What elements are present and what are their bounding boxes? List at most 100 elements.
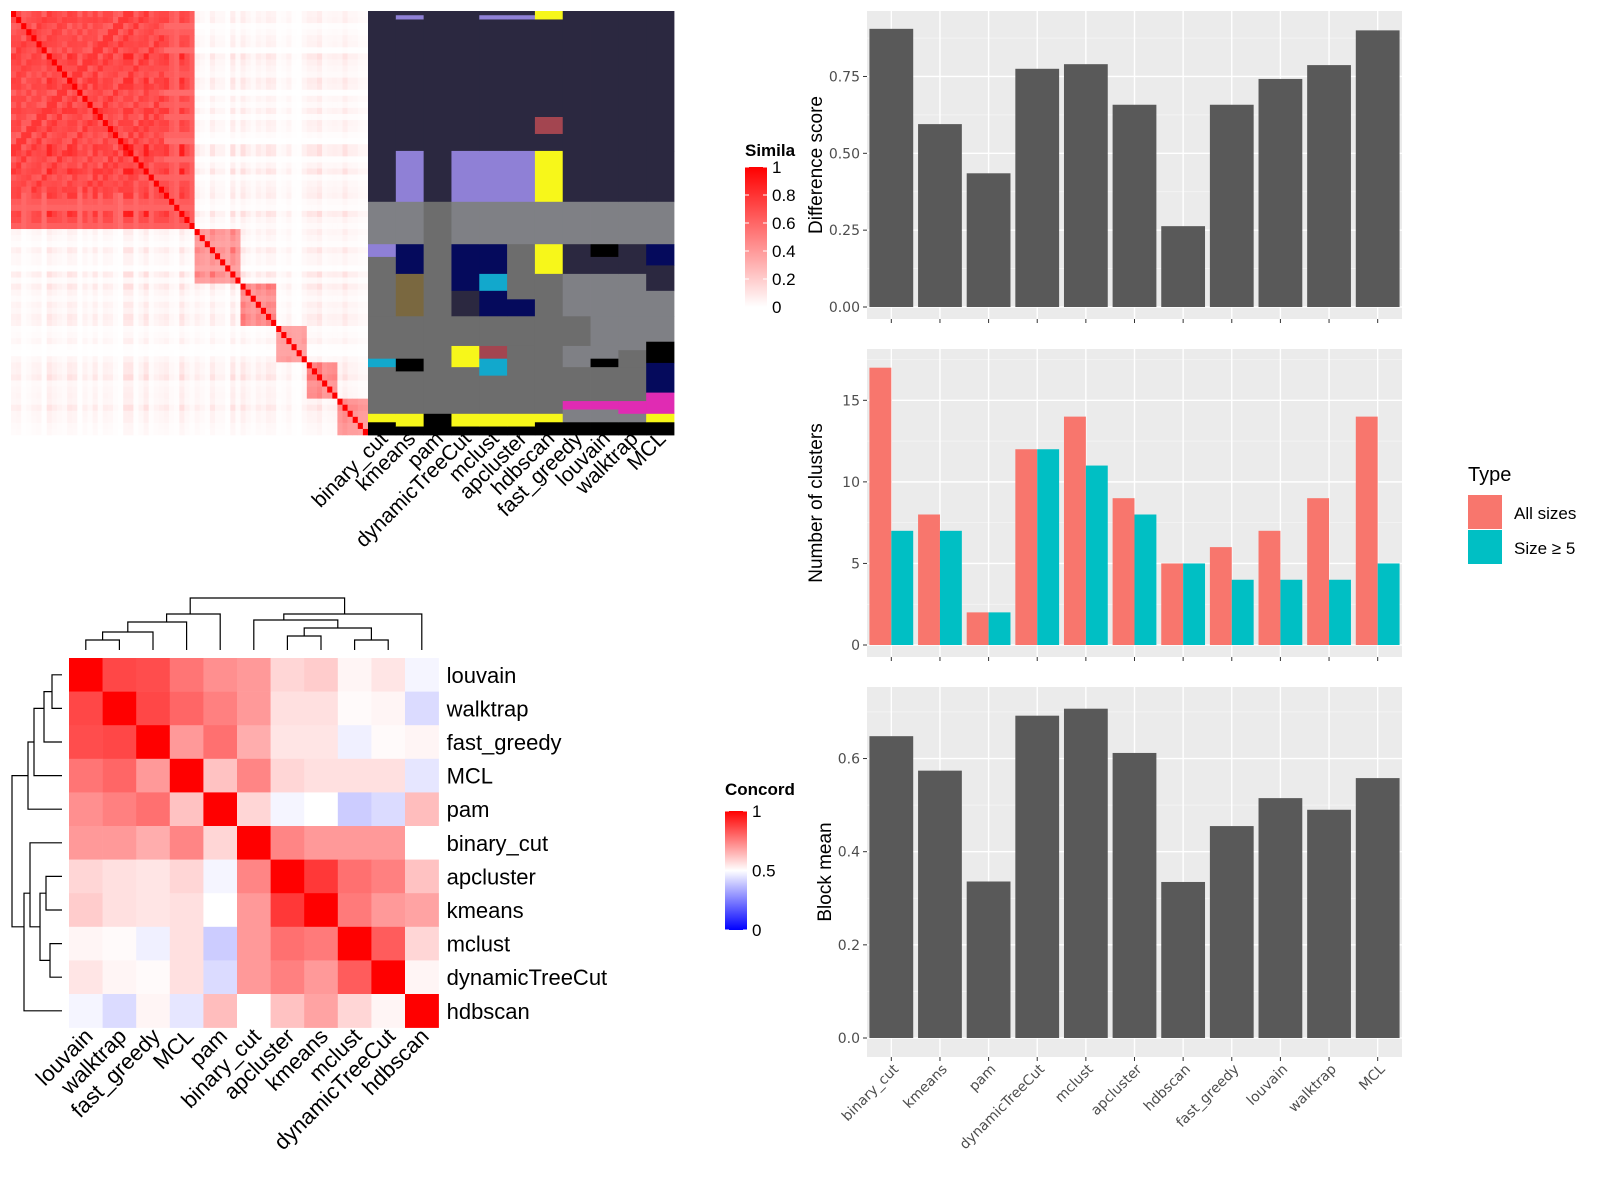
similarity-cell: [113, 265, 119, 272]
similarity-cell: [286, 259, 292, 266]
similarity-cell: [148, 289, 155, 296]
similarity-cell: [179, 23, 185, 30]
similarity-cell: [306, 192, 313, 200]
similarity-cell: [291, 247, 297, 254]
similarity-cell: [296, 101, 302, 109]
similarity-cell: [337, 241, 343, 248]
similarity-cell: [113, 404, 119, 412]
similarity-cell: [194, 386, 200, 393]
similarity-cell: [102, 35, 109, 42]
similarity-cell: [317, 223, 323, 230]
similarity-cell: [97, 89, 104, 97]
similarity-cell: [215, 59, 221, 66]
similarity-cell: [169, 23, 175, 30]
similarity-cell: [332, 150, 338, 157]
similarity-cell: [204, 162, 211, 169]
similarity-cell: [56, 392, 63, 399]
similarity-cell: [209, 241, 216, 248]
similarity-cell: [301, 289, 308, 296]
similarity-cell: [317, 398, 323, 406]
similarity-cell: [72, 150, 78, 157]
similarity-cell: [92, 283, 98, 290]
similarity-cell: [56, 101, 63, 109]
similarity-cell: [62, 23, 68, 30]
similarity-cell: [306, 253, 313, 260]
similarity-cell: [240, 23, 246, 30]
similarity-cell: [41, 313, 47, 321]
similarity-cell: [164, 204, 170, 212]
similarity-cell: [82, 338, 88, 345]
similarity-cell: [250, 229, 257, 236]
similarity-cell: [164, 29, 170, 36]
similarity-cell: [113, 53, 119, 60]
similarity-cell: [260, 162, 267, 169]
similarity-cell: [245, 101, 251, 109]
similarity-cell: [215, 144, 221, 151]
similarity-cell: [230, 319, 236, 327]
similarity-cell: [342, 332, 348, 339]
similarity-cell: [67, 17, 73, 24]
similarity-cell: [225, 313, 231, 321]
similarity-cell: [72, 162, 78, 169]
similarity-cell: [164, 186, 170, 194]
membership-cell: [507, 15, 536, 20]
similarity-cell: [209, 271, 216, 278]
similarity-cell: [352, 277, 359, 284]
similarity-cell: [189, 289, 195, 296]
similarity-cell: [189, 229, 195, 236]
similarity-cell: [118, 229, 124, 236]
similarity-cell: [143, 120, 149, 127]
similarity-cell: [362, 295, 369, 303]
similarity-cell: [260, 422, 267, 430]
similarity-cell: [327, 47, 333, 54]
membership-cell: [395, 244, 425, 275]
similarity-cell: [235, 210, 241, 218]
similarity-cell: [230, 350, 236, 357]
similarity-cell: [352, 216, 359, 224]
similarity-cell: [77, 283, 83, 290]
similarity-cell: [179, 265, 185, 272]
similarity-cell: [322, 174, 328, 181]
similarity-cell: [194, 23, 200, 30]
similarity-cell: [240, 47, 246, 54]
similarity-cell: [143, 380, 149, 387]
similarity-cell: [184, 138, 190, 145]
similarity-cell: [82, 368, 88, 375]
similarity-cell: [11, 126, 17, 133]
similarity-cell: [11, 216, 17, 224]
similarity-cell: [62, 422, 68, 430]
similarity-cell: [189, 168, 195, 175]
similarity-cell: [128, 344, 134, 351]
similarity-cell: [128, 192, 134, 200]
similarity-cell: [72, 313, 78, 321]
similarity-cell: [240, 113, 246, 121]
similarity-cell: [169, 174, 175, 181]
similarity-cell: [62, 398, 68, 406]
similarity-cell: [332, 313, 338, 321]
similarity-cell: [82, 95, 88, 103]
similarity-cell: [92, 368, 98, 375]
similarity-cell: [189, 23, 195, 30]
similarity-cell: [174, 23, 180, 30]
similarity-cell: [118, 29, 124, 36]
similarity-cell: [311, 338, 318, 345]
similarity-cell: [21, 47, 27, 54]
similarity-cell: [153, 416, 160, 424]
similarity-cell: [72, 325, 78, 333]
similarity-cell: [352, 17, 359, 24]
similarity-cell: [215, 120, 221, 127]
similarity-cell: [158, 313, 165, 321]
similarity-cell: [41, 362, 47, 369]
similarity-cell: [204, 356, 211, 363]
similarity-cell: [41, 332, 47, 339]
similarity-cell: [240, 174, 246, 181]
similarity-cell: [158, 35, 165, 42]
membership-cell: [507, 201, 536, 245]
similarity-cell: [347, 132, 353, 139]
similarity-cell: [357, 295, 364, 303]
similarity-cell: [16, 332, 22, 339]
similarity-cell: [337, 295, 343, 303]
similarity-cell: [184, 174, 190, 181]
similarity-cell: [123, 89, 129, 97]
similarity-cell: [56, 29, 63, 36]
